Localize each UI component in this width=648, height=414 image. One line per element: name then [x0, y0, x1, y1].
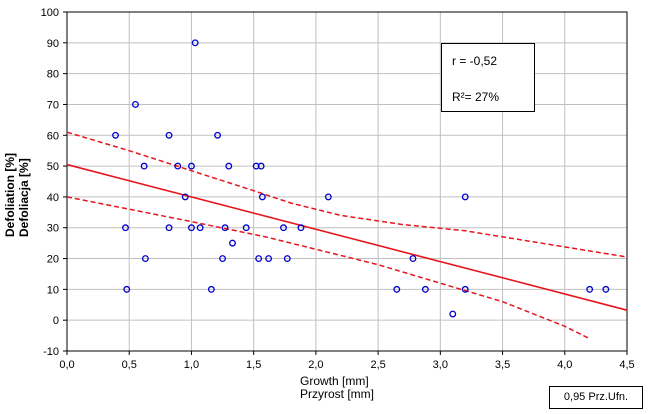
data-point [265, 255, 273, 262]
regression-fit-line [66, 163, 628, 311]
data-point [461, 193, 469, 201]
data-point [258, 193, 266, 201]
y-tick-label: 70 [47, 99, 59, 111]
x-tick-labels: 0,0 0,5 1,0 1,5 2,0 2,5 3,0 3,5 4,0 4,5 [59, 359, 634, 371]
data-point [131, 101, 139, 108]
data-point [219, 255, 227, 262]
data-point [141, 255, 149, 262]
data-point [421, 285, 429, 293]
data-point [449, 310, 457, 318]
correlation-coefficient: r = -0,52 [452, 54, 498, 68]
x-tick-label: 2,0 [308, 359, 323, 371]
x-tick-label: 0,0 [59, 359, 74, 371]
y-tick-label: 10 [47, 284, 59, 296]
y-tick-label: 90 [47, 38, 59, 50]
y-tick-label: 100 [41, 7, 59, 19]
data-point [191, 39, 199, 47]
x-axis-title-secondary: Przyrost [mm] [300, 387, 374, 401]
statistics-box: r = -0,52 R²= 27% [441, 43, 535, 112]
data-point [165, 131, 173, 139]
r-squared: R²= 27% [452, 90, 500, 104]
data-point [242, 224, 250, 232]
regression-line [66, 163, 628, 311]
data-point [165, 224, 173, 232]
x-tick-label: 3,5 [495, 359, 510, 371]
y-tick-label: 60 [47, 130, 59, 142]
data-point [207, 285, 215, 293]
y-tick-label: 40 [47, 192, 59, 204]
data-point [586, 285, 594, 293]
data-point [187, 162, 195, 170]
y-axis-title-secondary: Defoliacja [%] [17, 158, 31, 237]
data-point [255, 255, 263, 262]
data-point [393, 285, 401, 293]
y-tick-label: 30 [47, 223, 59, 235]
data-point [196, 224, 204, 232]
grid-lines [63, 11, 628, 355]
y-tick-label: 20 [47, 254, 59, 266]
y-tick-label: 80 [47, 69, 59, 81]
data-point [409, 255, 417, 262]
confidence-upper-line [66, 131, 628, 258]
data-point [602, 285, 610, 293]
x-tick-label: 2,5 [370, 359, 385, 371]
x-axis-title: Growth [mm] [300, 374, 369, 388]
y-tick-labels: -10 0 10 20 30 40 50 60 70 80 90 100 [41, 7, 59, 358]
data-point [174, 162, 182, 170]
data-point [257, 162, 265, 170]
y-tick-label: -10 [43, 346, 59, 358]
x-tick-label: 1,0 [184, 359, 199, 371]
data-point [297, 224, 305, 232]
data-point [122, 224, 129, 232]
x-tick-label: 4,0 [557, 359, 572, 371]
data-point [140, 162, 148, 170]
x-tick-label: 0,5 [122, 359, 137, 371]
x-tick-label: 4,5 [619, 359, 634, 371]
data-point [229, 239, 236, 247]
data-point [283, 255, 291, 262]
x-tick-label: 3,0 [433, 359, 448, 371]
data-point [181, 193, 189, 201]
y-tick-label: 50 [47, 161, 59, 173]
data-point [280, 224, 287, 232]
confidence-band [66, 131, 628, 340]
data-point [461, 285, 469, 293]
data-point [324, 193, 332, 201]
data-point [123, 285, 131, 293]
data-points [112, 39, 610, 318]
data-point [112, 131, 119, 139]
data-point [225, 162, 233, 170]
confidence-lower-line [66, 196, 591, 340]
legend-confidence-interval: 0,95 Prz.Ufn. [549, 386, 643, 409]
y-tick-label: 0 [53, 315, 59, 327]
y-axis-title: Defoliation [%] [3, 153, 17, 237]
data-point [187, 224, 195, 232]
data-point [221, 224, 229, 232]
plot-area-frame [66, 11, 628, 352]
data-point [214, 131, 222, 139]
x-tick-label: 1,5 [246, 359, 261, 371]
